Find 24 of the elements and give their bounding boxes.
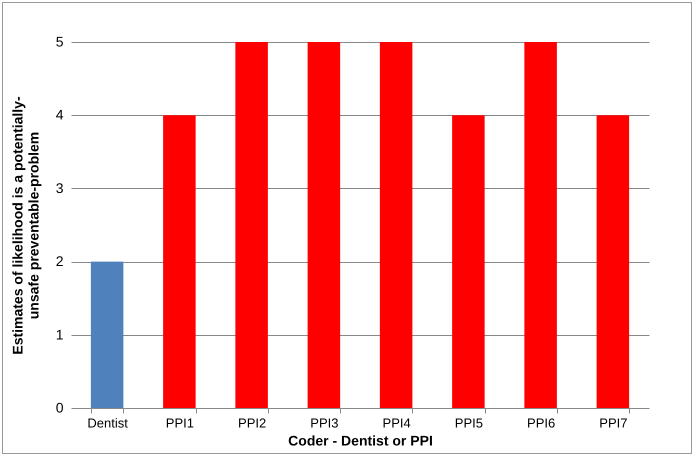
bar bbox=[596, 115, 630, 408]
x-tick-label: PPI3 bbox=[310, 416, 338, 430]
y-tick-label: 3 bbox=[56, 180, 64, 196]
x-tick-label: PPI1 bbox=[166, 416, 194, 430]
bar bbox=[380, 42, 412, 408]
bar bbox=[452, 115, 485, 408]
y-tick-label: 5 bbox=[56, 34, 64, 50]
bar bbox=[524, 42, 557, 408]
bar bbox=[90, 262, 124, 408]
bar bbox=[235, 42, 268, 408]
x-axis-title: Coder - Dentist or PPI bbox=[288, 432, 433, 448]
x-tick-label: PPI7 bbox=[599, 416, 628, 430]
x-tick-label: PPI4 bbox=[382, 416, 411, 430]
x-tick-label: PPI2 bbox=[238, 416, 266, 430]
y-tick-label: 2 bbox=[56, 253, 64, 270]
y-axis-title: Estimates of likelihood is a potentially-unsafe preventable-problem bbox=[10, 96, 42, 355]
x-tick-label: Dentist bbox=[87, 416, 128, 430]
y-tick-label: 0 bbox=[56, 400, 64, 416]
bar bbox=[163, 115, 196, 408]
y-tick-label: 4 bbox=[56, 106, 64, 123]
y-tick-label: 1 bbox=[56, 326, 64, 342]
bar bbox=[308, 42, 340, 408]
x-tick-label: PPI6 bbox=[527, 416, 556, 430]
x-tick-label: PPI5 bbox=[454, 416, 483, 430]
